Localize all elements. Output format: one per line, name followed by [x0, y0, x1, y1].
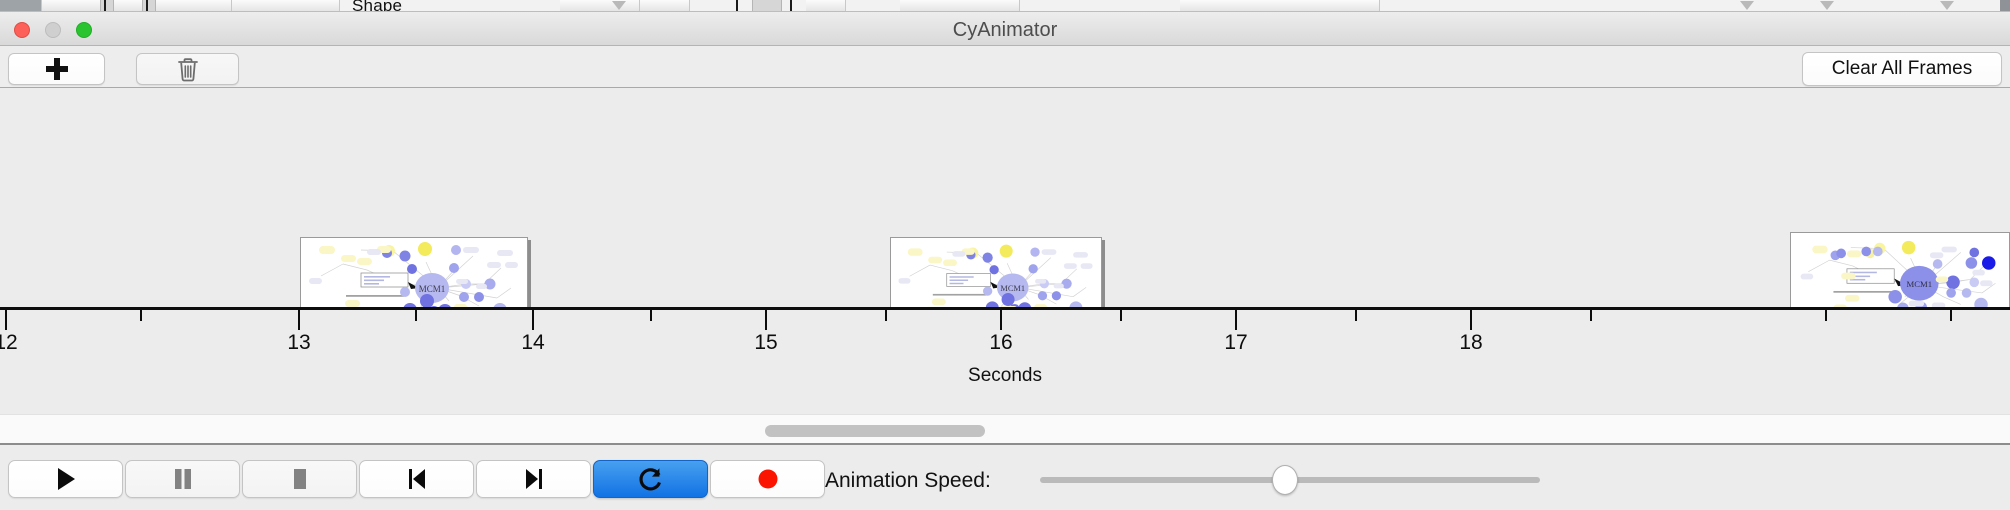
bg-segment — [232, 0, 340, 11]
playback-control-bar: Animation Speed: — [0, 447, 2010, 510]
bg-chip — [752, 0, 782, 11]
svg-text:MCM1: MCM1 — [419, 284, 446, 294]
bg-segment — [1180, 0, 1380, 11]
clear-all-frames-button[interactable]: Clear All Frames — [1802, 52, 2002, 86]
record-icon — [758, 469, 777, 489]
loop-icon — [638, 468, 661, 491]
bg-tick — [104, 0, 106, 11]
axis-tick-minor — [650, 310, 652, 321]
bg-tick — [790, 0, 792, 11]
axis-baseline — [0, 307, 2010, 310]
zoom-button[interactable] — [76, 22, 92, 38]
bg-segment — [900, 0, 1020, 11]
axis-tick-minor — [1355, 310, 1357, 321]
timeline-axis: 12 13 14 15 16 17 18 Seconds — [0, 307, 2010, 407]
stop-icon — [293, 469, 306, 489]
axis-tick-label: 17 — [1224, 331, 1248, 354]
axis-tick-major — [1000, 310, 1002, 330]
bg-shape-label: Shape — [352, 0, 403, 12]
bg-arrow-icon — [612, 1, 626, 10]
skip-start-button[interactable] — [359, 460, 474, 498]
svg-text:MCM1: MCM1 — [1907, 279, 1933, 289]
skip-forward-icon — [525, 469, 542, 489]
slider-thumb[interactable] — [1272, 465, 1298, 495]
axis-tick-label: 15 — [754, 331, 778, 354]
timeline-track[interactable]: MCM1 — [0, 88, 2010, 323]
axis-tick-label: 14 — [521, 331, 545, 354]
skip-back-icon — [408, 469, 425, 489]
bg-chip — [2000, 0, 2010, 11]
axis-tick-major — [532, 310, 534, 330]
animation-speed-label: Animation Speed: — [825, 469, 991, 492]
window-titlebar: CyAnimator — [0, 12, 2010, 46]
bg-segment — [0, 0, 42, 11]
axis-tick-label: 12 — [0, 331, 18, 354]
bg-chip — [100, 0, 114, 11]
trash-icon — [177, 58, 198, 82]
axis-tick-major — [1470, 310, 1472, 330]
loop-button[interactable] — [593, 460, 708, 498]
axis-title: Seconds — [968, 365, 1042, 386]
axis-tick-minor — [1825, 310, 1827, 321]
axis-tick-major — [298, 310, 300, 330]
axis-tick-minor — [415, 310, 417, 321]
network-thumbnail-icon: MCM1 — [1791, 236, 2009, 318]
axis-tick-minor — [140, 310, 142, 321]
close-button[interactable] — [14, 22, 30, 38]
page-title: CyAnimator — [952, 19, 1058, 41]
bg-arrow-icon — [1740, 1, 1754, 10]
frame-toolbar: Clear All Frames — [0, 46, 2010, 88]
play-button[interactable] — [8, 460, 123, 498]
bg-tick — [736, 0, 738, 11]
bg-segment — [640, 0, 690, 11]
axis-tick-label: 13 — [287, 331, 311, 354]
background-window-strip: Shape — [0, 0, 2010, 12]
minimize-button[interactable] — [45, 22, 61, 38]
clear-all-frames-label: Clear All Frames — [1831, 58, 1973, 79]
bg-segment — [560, 0, 640, 11]
axis-tick-label: 18 — [1459, 331, 1483, 354]
skip-end-button[interactable] — [476, 460, 591, 498]
axis-tick-major — [5, 310, 7, 330]
axis-tick-minor — [1950, 310, 1952, 321]
bg-arrow-icon — [1940, 1, 1954, 10]
scrollbar-track[interactable] — [6, 425, 2004, 437]
bg-arrow-icon — [1820, 1, 1834, 10]
record-button[interactable] — [710, 460, 825, 498]
axis-tick-minor — [1590, 310, 1592, 321]
axis-tick-major — [765, 310, 767, 330]
pause-button[interactable] — [125, 460, 240, 498]
scrollbar-thumb[interactable] — [765, 425, 985, 437]
bg-chip — [142, 0, 156, 11]
bg-segment — [806, 0, 846, 11]
axis-tick-minor — [885, 310, 887, 321]
animation-speed-slider[interactable] — [1040, 465, 1540, 495]
play-icon — [57, 468, 75, 490]
add-frame-button[interactable] — [8, 53, 105, 85]
svg-text:MCM1: MCM1 — [1000, 284, 1025, 293]
bg-tick — [146, 0, 148, 11]
stop-button[interactable] — [242, 460, 357, 498]
pause-icon — [174, 469, 191, 489]
axis-tick-label: 16 — [989, 331, 1013, 354]
axis-tick-major — [1235, 310, 1237, 330]
bg-segment — [42, 0, 232, 11]
delete-frame-button[interactable] — [136, 53, 239, 85]
timeline-scrollbar[interactable] — [0, 414, 2010, 445]
plus-icon — [45, 58, 68, 80]
axis-tick-minor — [1120, 310, 1122, 321]
